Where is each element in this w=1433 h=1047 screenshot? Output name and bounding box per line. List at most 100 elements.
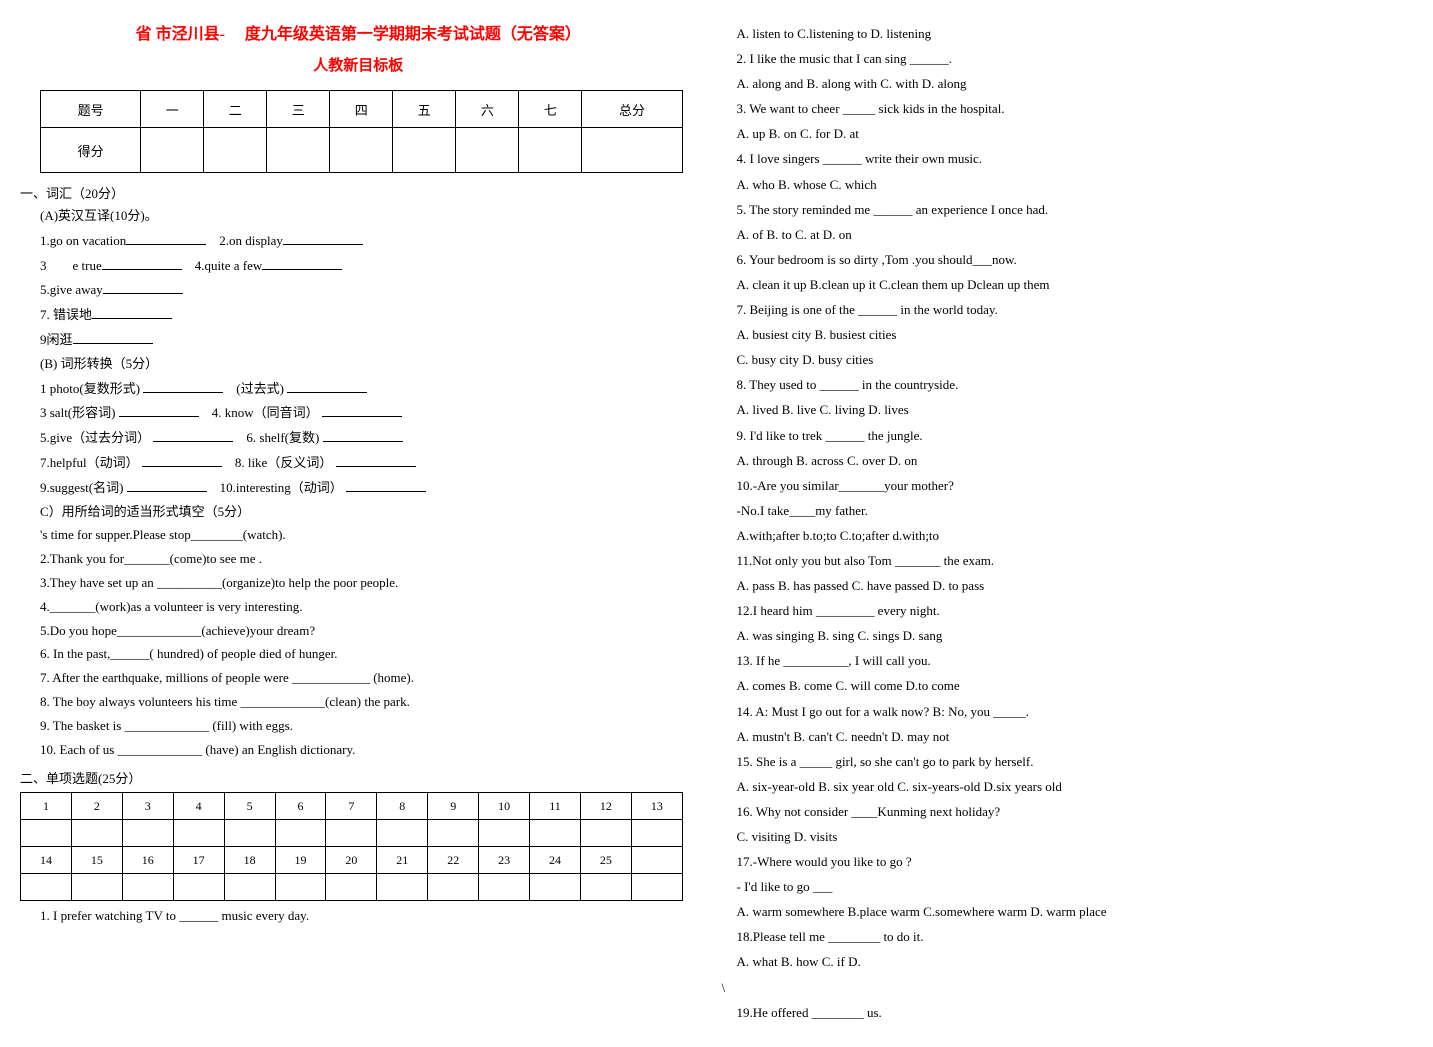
ans-blank2-cell-4 [224, 874, 275, 901]
ans-row2-cell-9: 23 [479, 847, 530, 874]
right-line-19: -No.I take____my father. [737, 500, 1414, 522]
right-line-6: A. who B. whose C. which [737, 174, 1414, 196]
right-line-23: 12.I heard him _________ every night. [737, 600, 1414, 622]
right-line-28: A. mustn't B. can't C. needn't D. may no… [737, 726, 1414, 748]
ans-row1-cell-5: 6 [275, 793, 326, 820]
ans-blank1-cell-8 [428, 820, 479, 847]
c-item-4: 5.Do you hope_____________(achieve)your … [40, 621, 697, 642]
ans-blank1-cell-3 [173, 820, 224, 847]
right-line-38: \ [737, 977, 1414, 999]
right-line-25: 13. If he __________, I will call you. [737, 650, 1414, 672]
score-h3: 三 [267, 91, 330, 128]
right-line-2: A. along and B. along with C. with D. al… [737, 73, 1414, 95]
score-blank-row: 得分 [41, 128, 683, 173]
right-line-29: 15. She is a _____ girl, so she can't go… [737, 751, 1414, 773]
c-item-0: 's time for supper.Please stop________(w… [40, 525, 697, 546]
c-item-3: 4._______(work)as a volunteer is very in… [40, 597, 697, 618]
ans-row1-cell-2: 3 [122, 793, 173, 820]
ans-row2-cell-10: 24 [530, 847, 581, 874]
ans-blank2-cell-12 [631, 874, 682, 901]
score-table: 题号 一 二 三 四 五 六 七 总分 得分 [40, 90, 683, 173]
ans-row2-cell-6: 20 [326, 847, 377, 874]
right-line-16: 9. I'd like to trek ______ the jungle. [737, 425, 1414, 447]
right-line-14: 8. They used to ______ in the countrysid… [737, 374, 1414, 396]
ans-blank2-cell-5 [275, 874, 326, 901]
subtitle: 人教新目标板 [20, 54, 697, 75]
c-item-5: 6. In the past,______( hundred) of peopl… [40, 644, 697, 665]
right-line-12: A. busiest city B. busiest cities [737, 324, 1414, 346]
right-line-21: 11.Not only you but also Tom _______ the… [737, 550, 1414, 572]
ans-row1-cell-10: 11 [530, 793, 581, 820]
ans-blank2-cell-11 [580, 874, 631, 901]
c-item-1: 2.Thank you for_______(come)to see me . [40, 549, 697, 570]
ans-row2-cell-7: 21 [377, 847, 428, 874]
right-line-36: 18.Please tell me ________ to do it. [737, 926, 1414, 948]
b-item-4: 9.suggest(名词) 10.interesting（动词） [40, 477, 697, 499]
ans-row2-cell-4: 18 [224, 847, 275, 874]
ans-blank2-cell-0 [21, 874, 72, 901]
ans-blank1-cell-7 [377, 820, 428, 847]
ans-row1-cell-3: 4 [173, 793, 224, 820]
score-h5: 五 [393, 91, 456, 128]
ans-row1-cell-12: 13 [631, 793, 682, 820]
section2-header: 二、单项选题(25分） [20, 768, 697, 787]
ans-row2-cell-11: 25 [580, 847, 631, 874]
ans-row1-cell-9: 10 [479, 793, 530, 820]
right-line-11: 7. Beijing is one of the ______ in the w… [737, 299, 1414, 321]
left-column: 省 市泾川县- 度九年级英语第一学期期末考试试题（无答案） 人教新目标板 题号 … [20, 20, 697, 1027]
ans-blank1-cell-9 [479, 820, 530, 847]
c-item-8: 9. The basket is _____________ (fill) wi… [40, 716, 697, 737]
right-line-10: A. clean it up B.clean up it C.clean the… [737, 274, 1414, 296]
right-line-9: 6. Your bedroom is so dirty ,Tom .you sh… [737, 249, 1414, 271]
right-line-32: C. visiting D. visits [737, 826, 1414, 848]
right-line-4: A. up B. on C. for D. at [737, 123, 1414, 145]
ans-row2-cell-2: 16 [122, 847, 173, 874]
a-item-2: 5.give away [40, 279, 697, 301]
ans-row1-cell-4: 5 [224, 793, 275, 820]
ans-row2-cell-8: 22 [428, 847, 479, 874]
right-line-13: C. busy city D. busy cities [737, 349, 1414, 371]
main-title: 省 市泾川县- 度九年级英语第一学期期末考试试题（无答案） [20, 20, 697, 44]
ans-row2-cell-1: 15 [71, 847, 122, 874]
right-line-24: A. was singing B. sing C. sings D. sang [737, 625, 1414, 647]
score-h4: 四 [330, 91, 393, 128]
ans-blank2-cell-10 [530, 874, 581, 901]
a-item-1: 3 e true 4.quite a few [40, 255, 697, 277]
score-h6: 六 [456, 91, 519, 128]
ans-blank1-cell-2 [122, 820, 173, 847]
score-h2: 二 [204, 91, 267, 128]
c-item-6: 7. After the earthquake, millions of peo… [40, 668, 697, 689]
right-line-3: 3. We want to cheer _____ sick kids in t… [737, 98, 1414, 120]
ans-blank1-cell-6 [326, 820, 377, 847]
score-row-label: 得分 [41, 128, 141, 173]
c-item-7: 8. The boy always volunteers his time __… [40, 692, 697, 713]
ans-blank2-cell-1 [71, 874, 122, 901]
ans-row2-cell-12 [631, 847, 682, 874]
right-line-0: A. listen to C.listening to D. listening [737, 23, 1414, 45]
ans-blank2-cell-3 [173, 874, 224, 901]
ans-row1-cell-8: 9 [428, 793, 479, 820]
right-line-5: 4. I love singers ______ write their own… [737, 148, 1414, 170]
score-h0: 题号 [41, 91, 141, 128]
a-item-0: 1.go on vacation 2.on display [40, 230, 697, 252]
b-item-2: 5.give（过去分词） 6. shelf(复数) [40, 427, 697, 449]
score-header-row: 题号 一 二 三 四 五 六 七 总分 [41, 91, 683, 128]
ans-row1-cell-11: 12 [580, 793, 631, 820]
ans-blank1-cell-5 [275, 820, 326, 847]
right-line-34: - I'd like to go ___ [737, 876, 1414, 898]
ans-row2-cell-5: 19 [275, 847, 326, 874]
right-line-17: A. through B. across C. over D. on [737, 450, 1414, 472]
c-item-9: 10. Each of us _____________ (have) an E… [40, 740, 697, 761]
a-item-3: 7. 错误地 [40, 304, 697, 326]
ans-row1-cell-0: 1 [21, 793, 72, 820]
right-line-22: A. pass B. has passed C. have passed D. … [737, 575, 1414, 597]
right-line-15: A. lived B. live C. living D. lives [737, 399, 1414, 421]
right-line-35: A. warm somewhere B.place warm C.somewhe… [737, 901, 1414, 923]
right-line-37: A. what B. how C. if D. [737, 951, 1414, 973]
ans-row1-cell-1: 2 [71, 793, 122, 820]
ans-blank2-cell-2 [122, 874, 173, 901]
a-item-4: 9闲逛 [40, 329, 697, 351]
right-line-8: A. of B. to C. at D. on [737, 224, 1414, 246]
part-b-header: (B) 词形转换（5分） [40, 354, 697, 375]
part-a-header: (A)英汉互译(10分)。 [40, 206, 697, 227]
